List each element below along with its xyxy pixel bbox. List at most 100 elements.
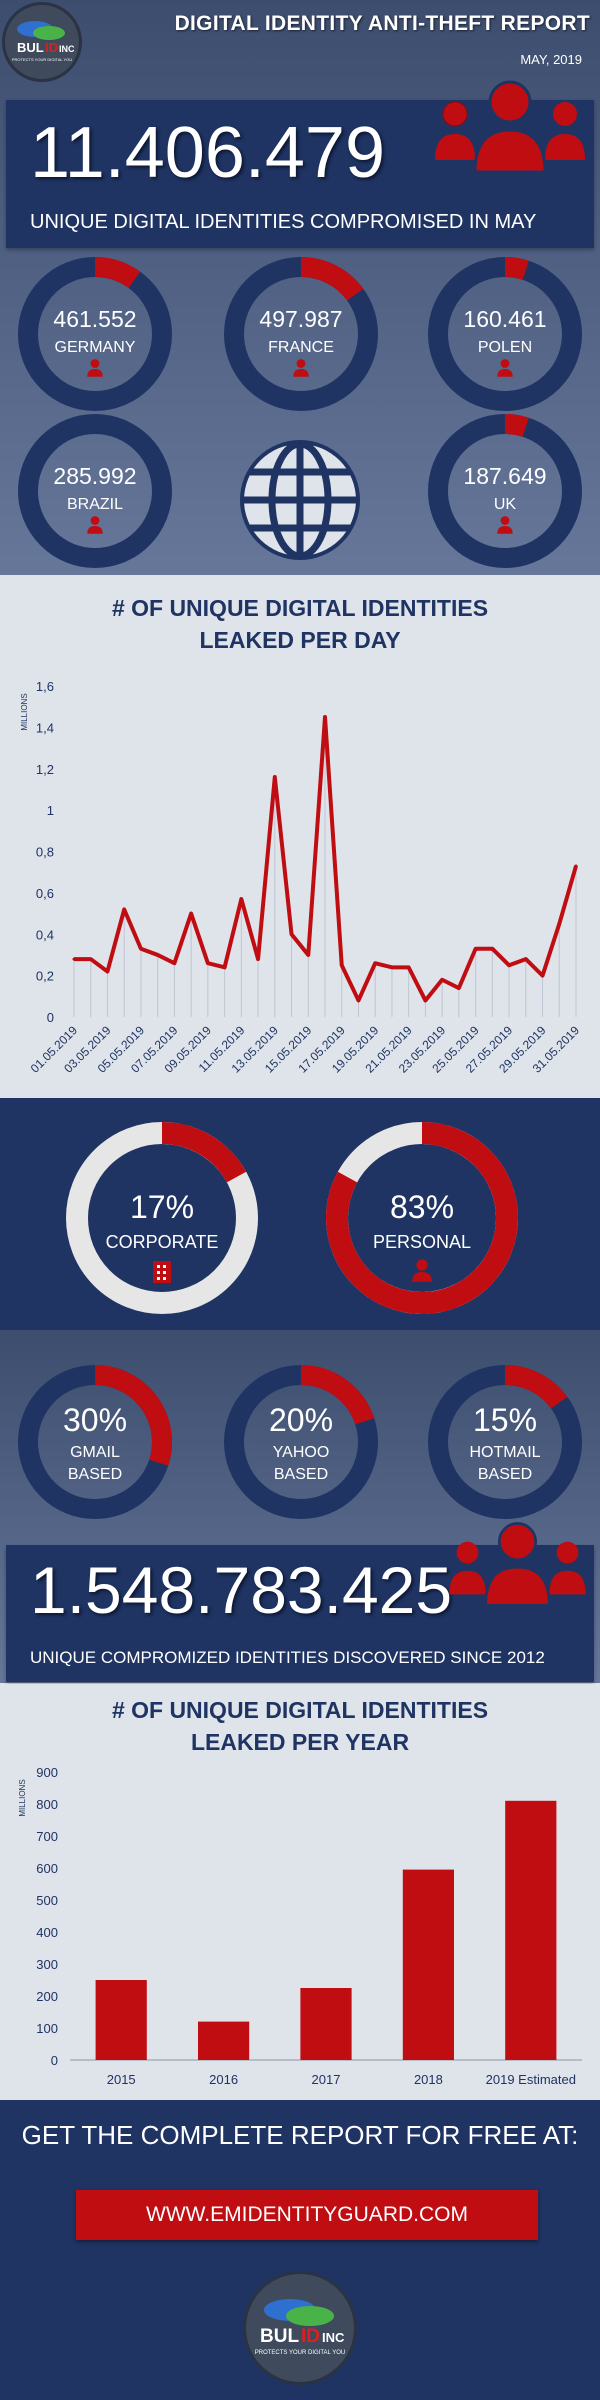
- daily-chart-title: # OF UNIQUE DIGITAL IDENTITIES LEAKED PE…: [0, 592, 600, 656]
- country-donut-brazil-track: [18, 414, 172, 568]
- may-total-number: 11.406.479: [30, 113, 386, 193]
- daily-chart-point: [574, 864, 578, 868]
- yearly-chart-ytick: 800: [36, 1797, 58, 1812]
- daily-chart-point: [323, 715, 327, 719]
- yearly-chart-title: # OF UNIQUE DIGITAL IDENTITIES LEAKED PE…: [0, 1694, 600, 1758]
- daily-chart-ytick: 0,6: [36, 886, 54, 901]
- provider-based-label: BASED: [68, 1466, 122, 1483]
- daily-chart-ylabel: MILLIONS: [20, 693, 29, 730]
- account-donut-personal-value-arc: [326, 1122, 518, 1314]
- daily-chart-ytick: 1,2: [36, 762, 54, 777]
- daily-chart-ytick: 0: [47, 1010, 54, 1025]
- account-donut-corporate-value-arc: [161, 1122, 247, 1183]
- daily-chart-point: [557, 922, 561, 926]
- logo-text-bul: BUL: [17, 40, 44, 55]
- daily-chart-point: [139, 947, 143, 951]
- yearly-chart-ytick: 100: [36, 2021, 58, 2036]
- logo-tagline: PROTECTS YOUR DIGITAL YOU: [12, 57, 72, 62]
- country-donut-brazil: 285.992 BRAZIL: [18, 414, 172, 568]
- provider-percent: 30%: [63, 1402, 127, 1438]
- country-donut-polen-track: [428, 257, 582, 411]
- daily-chart-point: [256, 957, 260, 961]
- daily-chart-title-line-1: # OF UNIQUE DIGITAL IDENTITIES: [111, 595, 489, 621]
- daily-chart-point: [541, 974, 545, 978]
- yearly-chart-ytick: 600: [36, 1861, 58, 1876]
- footer-logo: BUL ID INC PROTECTS YOUR DIGITAL YOU: [246, 2274, 354, 2382]
- country-donut-germany: 461.552 GERMANY: [18, 257, 172, 411]
- country-donut-uk-value-arc: [504, 414, 529, 437]
- provider-label: GMAIL: [70, 1444, 120, 1461]
- daily-chart-point: [340, 963, 344, 967]
- daily-chart-ytick: 1,6: [36, 679, 54, 694]
- country-value: 497.987: [259, 306, 342, 332]
- cta-text: GET THE COMPLETE REPORT FOR FREE AT:: [21, 2120, 579, 2150]
- yearly-chart-ytick: 700: [36, 1829, 58, 1844]
- yearly-chart-ytick: 400: [36, 1925, 58, 1940]
- country-value: 285.992: [53, 463, 136, 489]
- account-percent: 83%: [390, 1189, 454, 1225]
- country-name: UK: [494, 496, 517, 513]
- daily-chart-point: [507, 963, 511, 967]
- footer-logo-tagline: PROTECTS YOUR DIGITAL YOU: [255, 2350, 345, 2356]
- daily-chart-point: [223, 965, 227, 969]
- daily-chart-ytick: 1,4: [36, 720, 54, 735]
- report-title: DIGITAL IDENTITY ANTI-THEFT REPORT: [174, 12, 590, 35]
- daily-chart-point: [407, 965, 411, 969]
- account-donut-personal: 83% PERSONAL: [326, 1122, 518, 1314]
- logo-graphic: BUL ID INC PROTECTS YOUR DIGITAL YOU: [12, 21, 75, 62]
- logo-text-id: ID: [45, 40, 58, 55]
- report-date: MAY, 2019: [520, 52, 582, 67]
- yearly-chart-ytick: 0: [51, 2053, 58, 2068]
- account-donut-personal-person-icon: [412, 1259, 432, 1282]
- total-caption: UNIQUE COMPROMIZED IDENTITIES DISCOVERED…: [30, 1648, 545, 1667]
- logo-text-inc: INC: [59, 44, 75, 54]
- yearly-chart-xtick: 2018: [414, 2072, 443, 2087]
- provider-donut-yahoo: 20% YAHOO BASED: [224, 1365, 378, 1519]
- daily-chart-point: [490, 947, 494, 951]
- country-donut-france: 497.987 FRANCE: [224, 257, 378, 411]
- country-value: 461.552: [53, 306, 136, 332]
- country-name: GERMANY: [55, 339, 136, 356]
- daily-chart-point: [273, 775, 277, 779]
- daily-chart-point: [373, 961, 377, 965]
- yearly-chart-bar: [505, 1800, 557, 2060]
- globe-icon: [240, 440, 360, 560]
- daily-chart-point: [423, 998, 427, 1002]
- account-donut-corporate-building-icon: [153, 1261, 171, 1283]
- yearly-chart-ytick: 500: [36, 1893, 58, 1908]
- people-icon-total: [449, 1522, 586, 1607]
- provider-label: HOTMAIL: [469, 1444, 540, 1461]
- daily-line-chart: MILLIONS00,20,40,60,811,21,41,601.05.201…: [20, 679, 582, 1076]
- daily-chart-point: [457, 986, 461, 990]
- daily-chart-point: [189, 912, 193, 916]
- country-donut-france-value-arc: [300, 257, 364, 301]
- country-value: 187.649: [463, 463, 546, 489]
- provider-based-label: BASED: [274, 1466, 328, 1483]
- report-link-button[interactable]: WWW.EMIDENTITYGUARD.COM: [76, 2190, 538, 2240]
- provider-percent: 20%: [269, 1402, 333, 1438]
- footer-logo-text-bul: BUL: [260, 2326, 299, 2347]
- may-total-caption: UNIQUE DIGITAL IDENTITIES COMPROMISED IN…: [30, 211, 537, 233]
- footer-logo-text-id: ID: [301, 2326, 320, 2347]
- country-donut-polen-value-arc: [504, 257, 529, 280]
- country-name: FRANCE: [268, 339, 334, 356]
- country-donut-uk-track: [428, 414, 582, 568]
- daily-chart-section: [0, 575, 600, 1098]
- country-donut-germany-value-arc: [94, 257, 141, 289]
- daily-chart-point: [172, 961, 176, 965]
- people-icon: [435, 80, 585, 174]
- yearly-chart-xtick: 2019 Estimated: [486, 2072, 576, 2087]
- country-donut-germany-track: [18, 257, 172, 411]
- country-donut-germany-person-icon: [87, 359, 103, 377]
- footer-logo-graphic: BUL ID INC PROTECTS YOUR DIGITAL YOU: [255, 2299, 345, 2356]
- yearly-chart-xtick: 2017: [312, 2072, 341, 2087]
- yearly-chart-bar: [95, 1980, 147, 2060]
- daily-chart-point: [105, 969, 109, 973]
- daily-chart-point: [89, 957, 93, 961]
- yearly-chart-ytick: 300: [36, 1957, 58, 1972]
- provider-label: YAHOO: [273, 1444, 330, 1461]
- account-donut-corporate: 17% CORPORATE: [66, 1122, 258, 1314]
- daily-chart-point: [524, 957, 528, 961]
- account-percent: 17%: [130, 1189, 194, 1225]
